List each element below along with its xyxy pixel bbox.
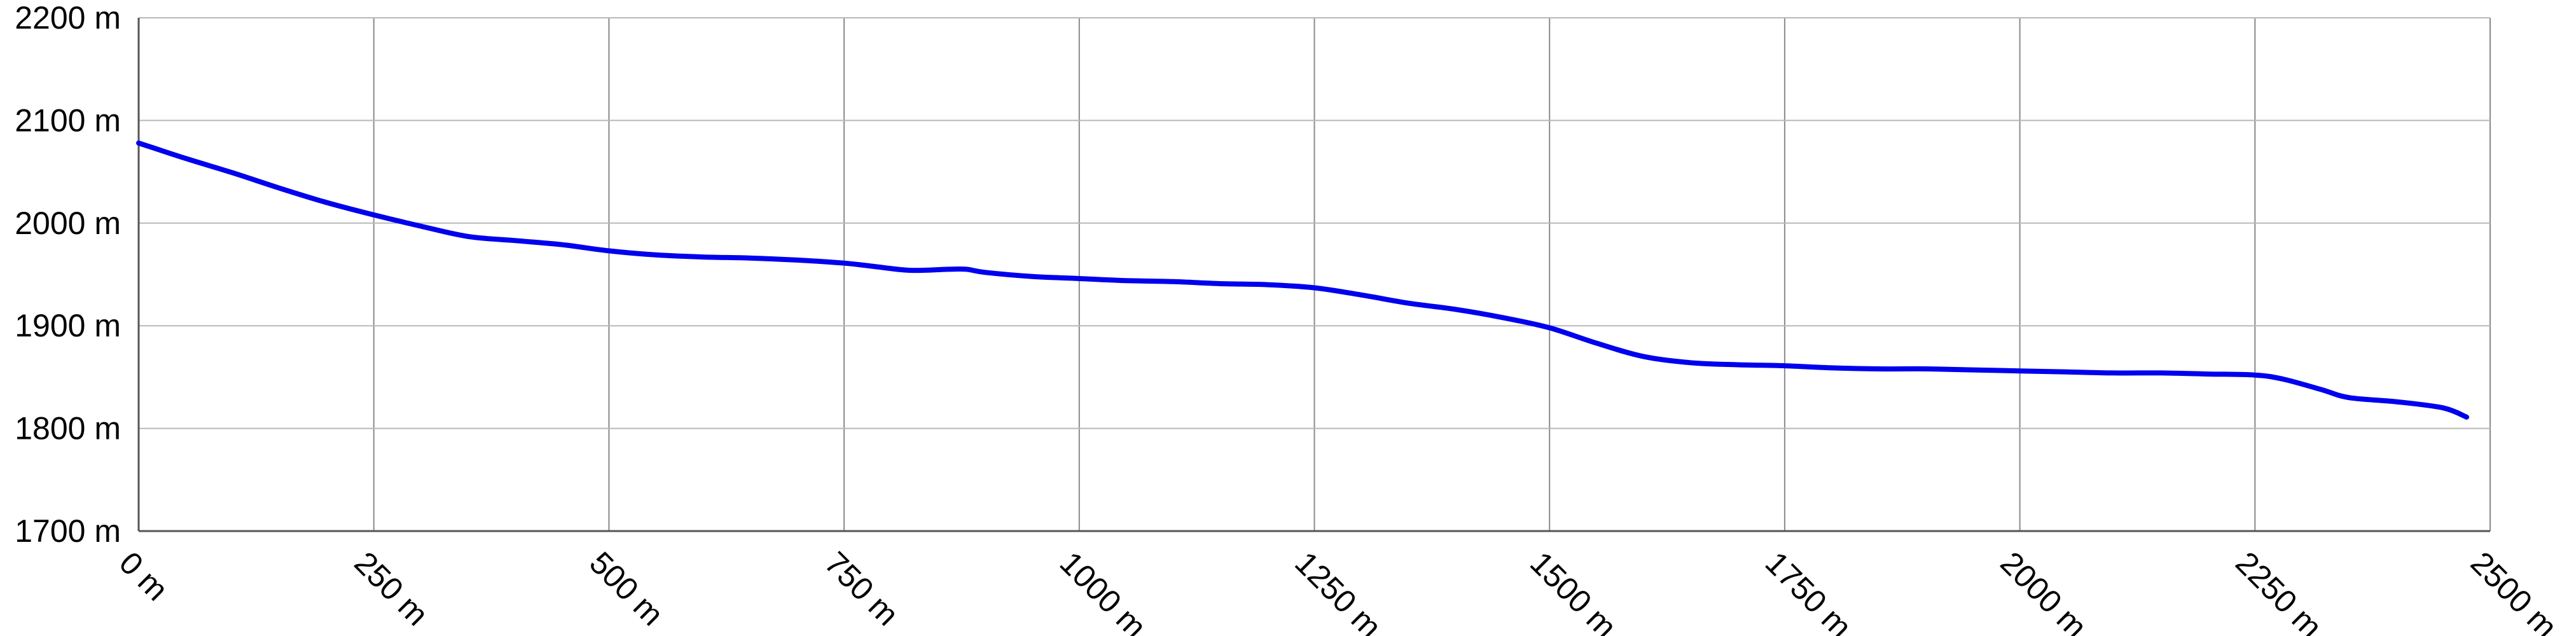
y-tick-label-2100: 2100 m [15,102,121,138]
elevation-series-line-0 [136,140,2469,420]
series-layer [136,140,2469,420]
y-tick-label-2200: 2200 m [15,0,121,36]
y-tick-label-1900: 1900 m [15,308,121,343]
vertical-gridlines [373,18,2491,531]
horizontal-gridlines [139,17,2490,429]
y-axis-tick-labels: 1700 m 1800 m 1900 m 2000 m 2100 m 2200 m [15,0,121,549]
y-tick-label-1800: 1800 m [15,411,121,446]
y-tick-label-2000: 2000 m [15,205,121,241]
y-tick-label-1700: 1700 m [15,513,121,549]
axes [137,18,2490,532]
